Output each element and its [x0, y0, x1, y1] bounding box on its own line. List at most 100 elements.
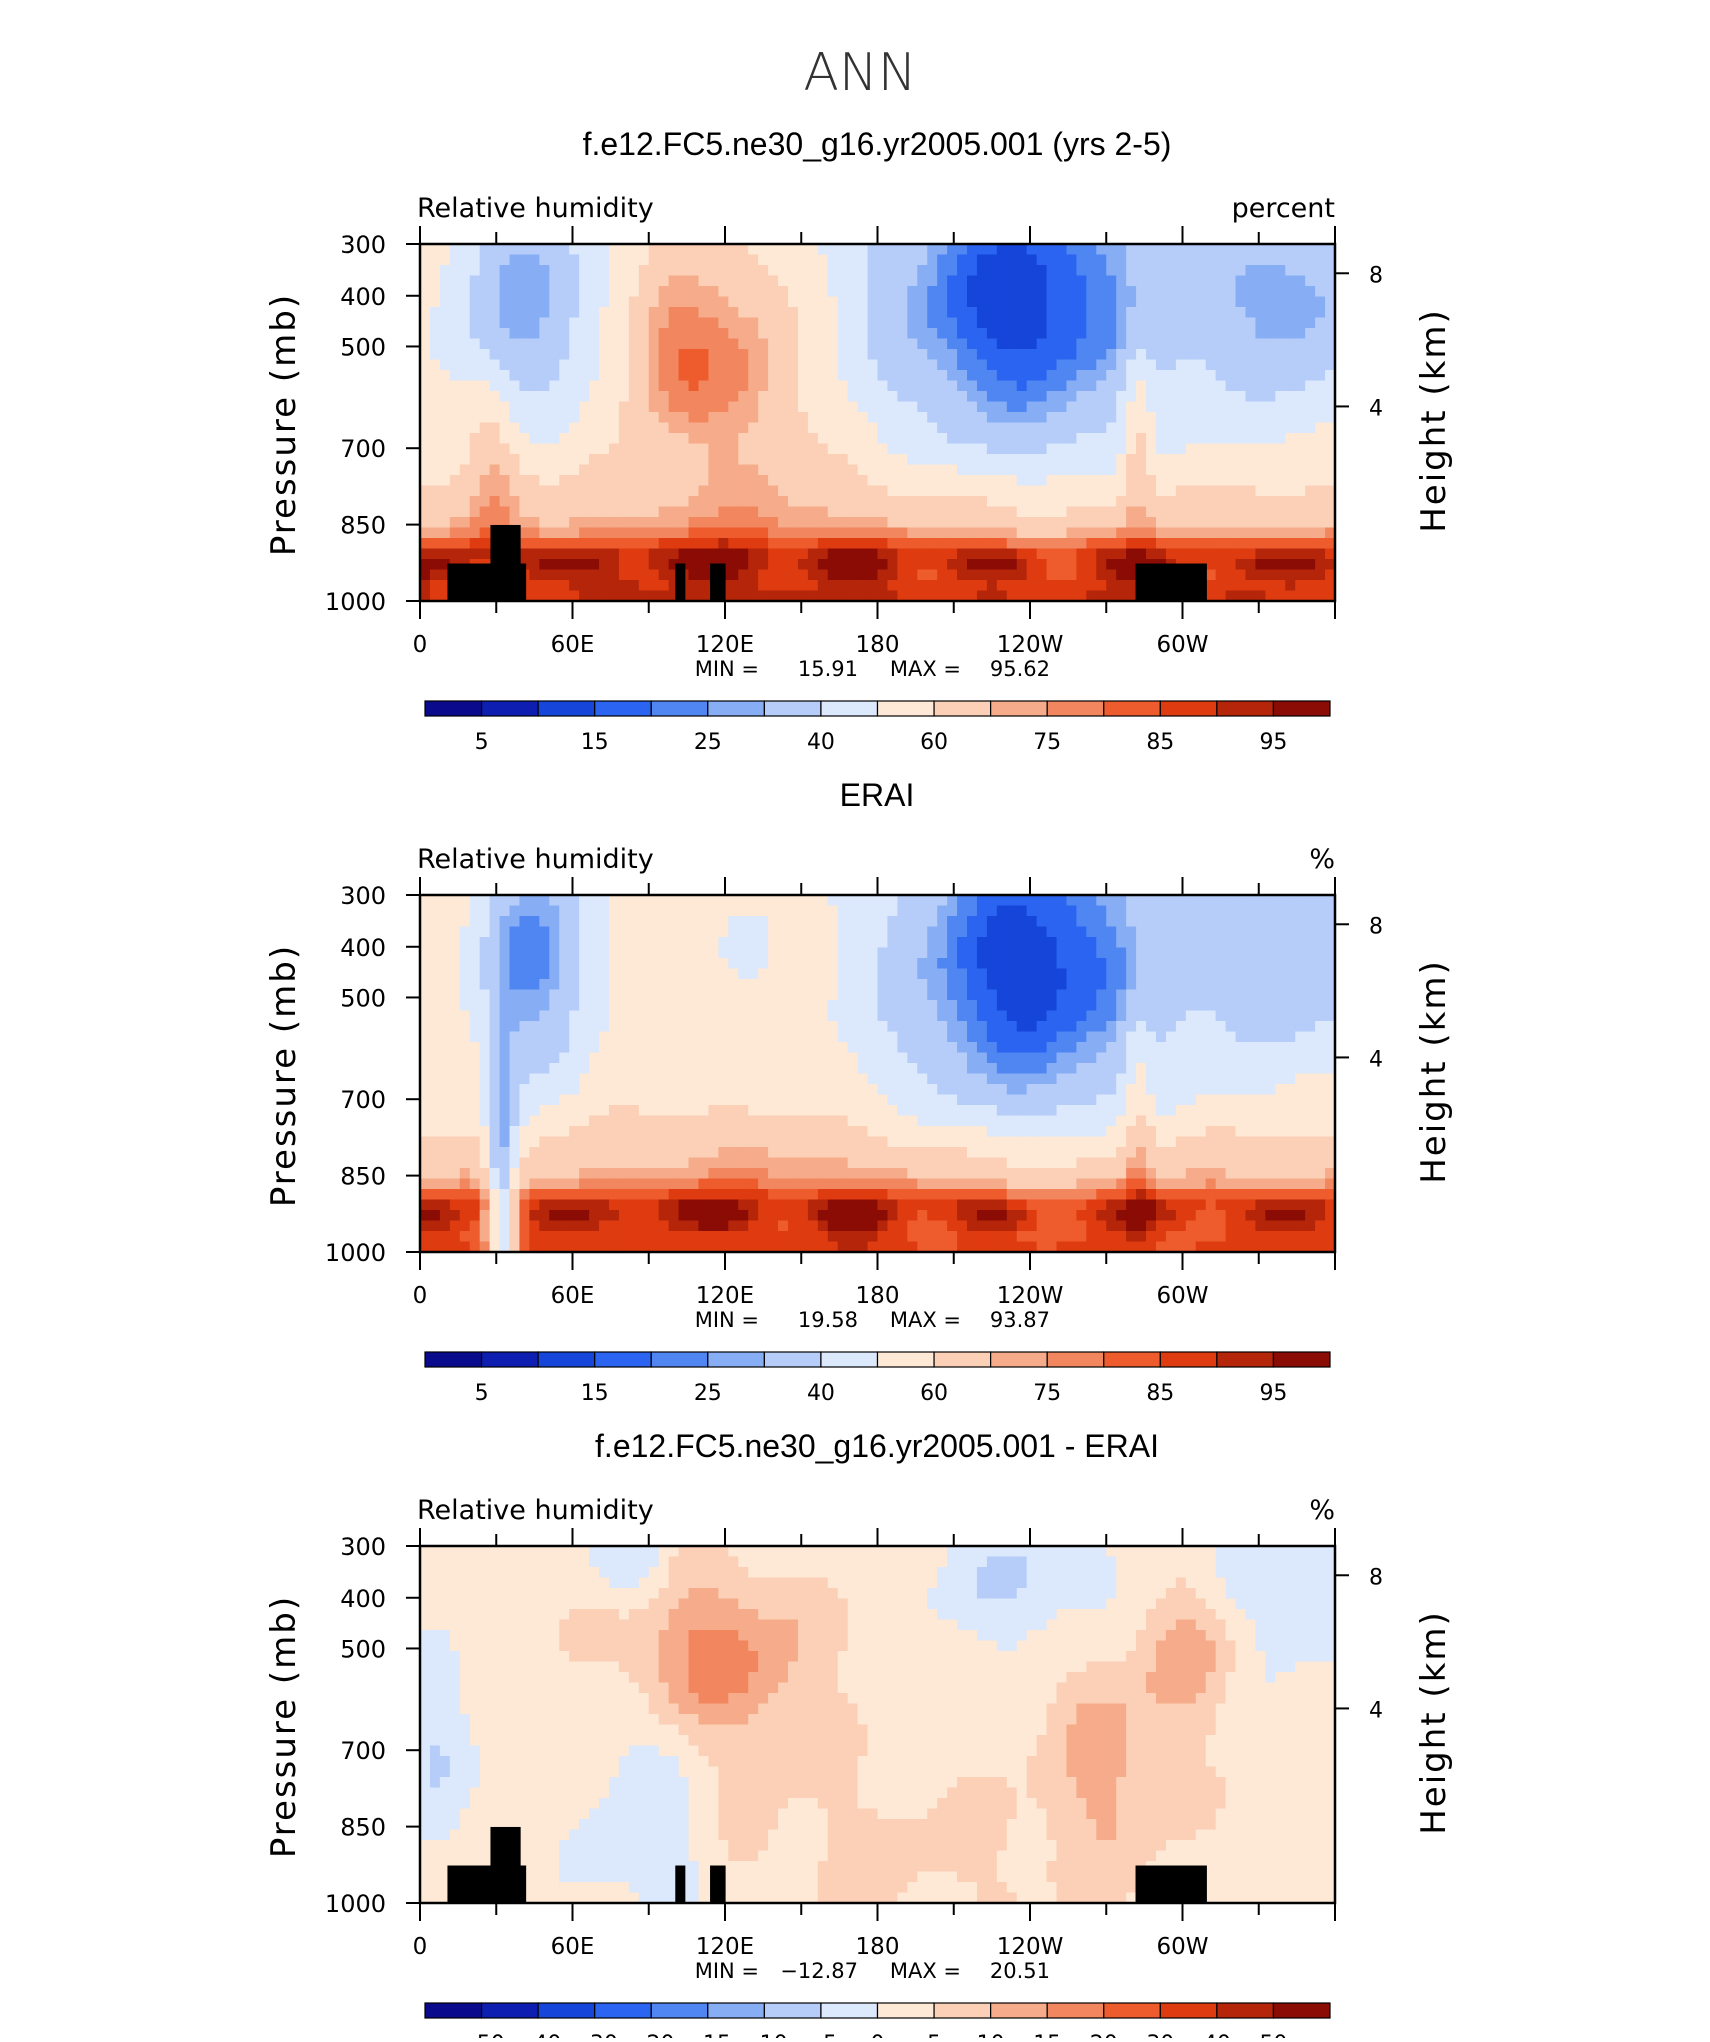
contour-cell [858, 360, 869, 371]
contour-cell [897, 402, 908, 413]
contour-cell [997, 496, 1008, 507]
contour-cell [420, 244, 431, 255]
contour-cell [1116, 1084, 1127, 1095]
contour-cell [1295, 402, 1306, 413]
contour-cell [619, 990, 630, 1001]
contour-cell [689, 370, 700, 381]
contour-cell [490, 969, 501, 980]
contour-cell [579, 979, 590, 990]
contour-cell [1106, 276, 1117, 287]
contour-cell [917, 906, 928, 917]
contour-cell [659, 1032, 670, 1043]
contour-cell [539, 895, 550, 906]
contour-cell [967, 990, 978, 1001]
contour-cell [778, 969, 789, 980]
contour-cell [788, 1032, 799, 1043]
contour-cell [927, 979, 938, 990]
contour-cell [868, 360, 879, 371]
contour-cell [917, 307, 928, 318]
contour-cell [669, 360, 680, 371]
contour-cell [868, 979, 879, 990]
contour-cell [917, 538, 928, 549]
contour-cell [649, 580, 660, 591]
contour-cell [1146, 412, 1157, 423]
contour-cell [808, 465, 819, 476]
contour-cell [1007, 1074, 1018, 1085]
contour-cell [609, 496, 620, 507]
contour-cell [808, 402, 819, 413]
contour-cell [788, 297, 799, 308]
variable-label: Relative humidity [417, 844, 654, 875]
contour-cell [599, 1000, 610, 1011]
contour-cell [1245, 391, 1256, 402]
contour-cell [927, 549, 938, 560]
contour-cell [858, 538, 869, 549]
contour-cell [1027, 339, 1038, 350]
contour-cell [917, 454, 928, 465]
contour-cell [1206, 360, 1217, 371]
contour-cell [1126, 391, 1137, 402]
contour-cell [1146, 349, 1157, 360]
contour-cell [579, 1021, 590, 1032]
contour-cell [917, 969, 928, 980]
contour-cell [589, 916, 600, 927]
contour-cell [1106, 1000, 1117, 1011]
contour-cell [1245, 549, 1256, 560]
contour-cell [549, 339, 560, 350]
contour-cell [629, 549, 640, 560]
contour-cell [937, 538, 948, 549]
contour-cell [1166, 423, 1177, 434]
contour-cell [599, 948, 610, 959]
contour-cell [529, 244, 540, 255]
contour-cell [937, 507, 948, 518]
contour-cell [1146, 286, 1157, 297]
contour-cell [878, 1074, 889, 1085]
contour-cell [679, 895, 690, 906]
contour-cell [957, 1074, 968, 1085]
contour-cell [868, 318, 879, 329]
contour-cell [1116, 360, 1127, 371]
contour-cell [1305, 937, 1316, 948]
contour-cell [897, 412, 908, 423]
contour-cell [599, 549, 610, 560]
contour-cell [1106, 979, 1117, 990]
contour-cell [480, 528, 491, 539]
contour-cell [559, 549, 570, 560]
contour-cell [549, 570, 560, 581]
contour-cell [679, 969, 690, 980]
contour-cell [1305, 402, 1316, 413]
contour-cell [848, 1042, 859, 1053]
contour-cell [897, 958, 908, 969]
contour-cell [1146, 265, 1157, 276]
contour-cell [1285, 486, 1296, 497]
contour-cell [698, 1042, 709, 1053]
contour-cell [1166, 402, 1177, 413]
contour-cell [917, 496, 928, 507]
contour-cell [808, 528, 819, 539]
contour-cell [1126, 318, 1137, 329]
contour-cell [420, 370, 431, 381]
contour-cell [1007, 1032, 1018, 1043]
contour-cell [977, 265, 988, 276]
contour-cell [1116, 339, 1127, 350]
contour-cell [1315, 517, 1326, 528]
contour-cell [1166, 538, 1177, 549]
colorbar-swatch [595, 701, 652, 716]
contour-cell [887, 1074, 898, 1085]
contour-cell [1226, 528, 1237, 539]
contour-cell [1037, 265, 1048, 276]
contour-cell [718, 1011, 729, 1022]
contour-cell [1076, 486, 1087, 497]
contour-cell [579, 570, 590, 581]
contour-cell [1027, 391, 1038, 402]
contour-cell [708, 948, 719, 959]
contour-cell [818, 297, 829, 308]
contour-cell [1146, 1032, 1157, 1043]
contour-cell [987, 937, 998, 948]
contour-cell [599, 465, 610, 476]
contour-cell [1126, 1053, 1137, 1064]
contour-cell [1156, 1032, 1167, 1043]
contour-cell [738, 538, 749, 549]
contour-cell [1315, 969, 1326, 980]
contour-cell [450, 895, 461, 906]
